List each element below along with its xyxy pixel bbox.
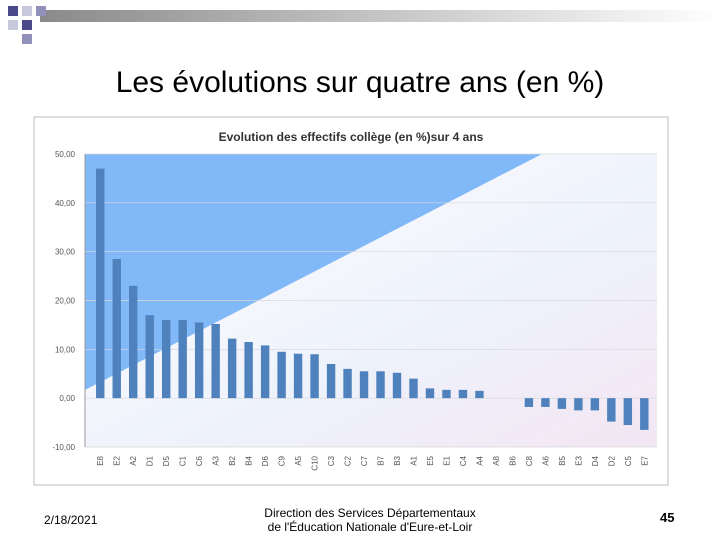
x-tick-label: A2	[129, 455, 138, 465]
bar	[112, 258, 121, 399]
bar	[194, 322, 204, 399]
footer: Direction des Services Départementaux de…	[240, 506, 500, 534]
page-number: 45	[660, 510, 675, 525]
x-tick-label: A4	[475, 455, 484, 465]
slide-title: Les évolutions sur quatre ans (en %)	[115, 66, 605, 99]
x-tick-label: C9	[278, 455, 287, 466]
x-tick-label: A8	[492, 455, 501, 465]
x-tick-label: C4	[459, 455, 468, 466]
y-tick-label: 20,00	[55, 297, 76, 306]
bar	[376, 371, 385, 399]
x-tick-label: C10	[311, 455, 320, 470]
chart-title: Evolution des effectifs collège (en %)su…	[219, 130, 484, 144]
bar	[260, 345, 270, 399]
bar	[326, 363, 336, 399]
bar	[145, 315, 154, 399]
bar	[211, 323, 220, 399]
bar	[161, 320, 171, 399]
bar	[409, 378, 418, 399]
bar	[541, 398, 550, 407]
x-tick-label: E2	[113, 455, 122, 465]
x-tick-label: C1	[179, 455, 188, 466]
bar	[640, 398, 649, 430]
x-tick-label: D1	[146, 455, 155, 466]
x-tick-label: B4	[245, 455, 254, 465]
bar	[293, 353, 303, 399]
x-tick-label: C2	[344, 455, 353, 466]
y-tick-label: 0,00	[59, 394, 75, 403]
bar	[359, 371, 369, 399]
bar	[343, 368, 352, 399]
footer-line: Direction des Services Départementaux	[264, 506, 476, 520]
x-tick-label: D5	[162, 455, 171, 466]
date: 2/18/2021	[44, 513, 98, 527]
bar	[475, 390, 484, 399]
x-tick-label: B5	[558, 455, 567, 465]
bar	[227, 338, 237, 399]
bar	[524, 398, 534, 407]
x-tick-label: E7	[640, 455, 649, 465]
bar	[392, 372, 402, 399]
x-tick-label: C8	[525, 455, 534, 466]
bar	[442, 389, 451, 399]
x-tick-label: E8	[96, 455, 105, 465]
x-tick-label: D6	[261, 455, 270, 466]
x-tick-label: A6	[541, 455, 550, 465]
x-tick-label: B7	[377, 455, 386, 465]
x-tick-label: E3	[574, 455, 583, 465]
x-tick-label: C6	[195, 455, 204, 466]
x-tick-label: B6	[508, 455, 517, 465]
x-tick-label: A3	[212, 455, 221, 465]
bar	[277, 351, 286, 399]
x-tick-label: C3	[327, 455, 336, 466]
bar	[244, 342, 253, 399]
bar	[96, 168, 105, 399]
bar	[458, 389, 468, 399]
y-tick-label: 50,00	[55, 150, 76, 159]
y-tick-label: 40,00	[55, 199, 76, 208]
y-tick-label: 30,00	[55, 248, 76, 257]
x-tick-label: E1	[442, 455, 451, 465]
bar	[310, 354, 319, 399]
x-tick-label: A1	[409, 455, 418, 465]
x-tick-label: B3	[393, 455, 402, 465]
bar	[178, 320, 187, 399]
decoration	[8, 6, 720, 44]
bar	[607, 398, 616, 422]
x-tick-label: A5	[294, 455, 303, 465]
x-tick-label: D2	[607, 455, 616, 466]
bar	[557, 398, 567, 409]
x-tick-label: C7	[360, 455, 369, 466]
bar	[623, 398, 633, 426]
y-tick-label: 10,00	[55, 345, 76, 354]
bar	[574, 398, 583, 411]
x-tick-label: C5	[624, 455, 633, 466]
bar	[590, 398, 600, 411]
bar	[425, 388, 435, 399]
x-tick-label: E5	[426, 455, 435, 465]
x-tick-label: B2	[228, 455, 237, 465]
y-tick-label: -10,00	[52, 443, 75, 452]
bar	[129, 285, 138, 399]
x-tick-label: D4	[591, 455, 600, 466]
footer-line: de l'Éducation Nationale d'Eure-et-Loir	[267, 520, 473, 534]
